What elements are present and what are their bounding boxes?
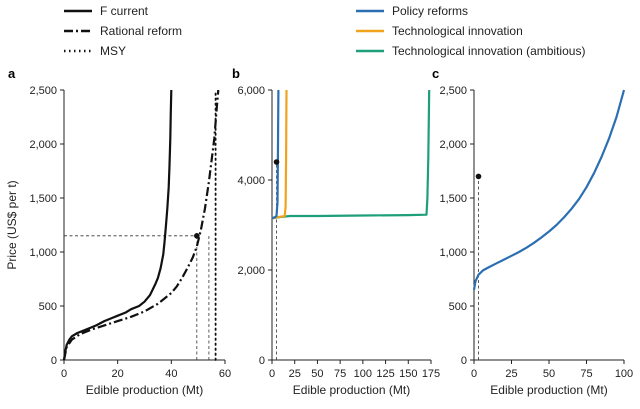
legend: F current Rational reform MSY Policy reform… xyxy=(64,4,585,58)
y-tick-label: 4,000 xyxy=(237,175,265,187)
y-tick-label: 6,000 xyxy=(237,85,265,97)
y-axis-label: Price (US$ per t) xyxy=(5,180,19,269)
x-tick-label: 60 xyxy=(219,368,231,380)
panel-a: a 0 20 40 60 0 500 1,000 1,500 2,000 2,500 Edible p… xyxy=(5,66,231,397)
panel-c: c 0 25 50 75 100 0 500 1,000 1,500 2,000 2,500 Edibl… xyxy=(432,66,633,397)
x-tick-label: 50 xyxy=(543,368,555,380)
data-point-marker xyxy=(194,233,200,239)
x-axis-label: Edible production (Mt) xyxy=(490,383,607,397)
y-tick-label: 1,000 xyxy=(29,247,57,259)
x-axis-label: Edible production (Mt) xyxy=(293,383,410,397)
series-line xyxy=(271,89,431,220)
y-tick-label: 2,500 xyxy=(29,85,57,97)
x-tick-label: 40 xyxy=(165,368,177,380)
y-tick-label: 2,000 xyxy=(439,139,467,151)
x-tick-label: 75 xyxy=(334,368,346,380)
x-tick-label: 25 xyxy=(289,368,301,380)
x-tick-label: 25 xyxy=(505,368,517,380)
y-tick-label: 2,000 xyxy=(29,139,57,151)
legend-label: Policy reforms xyxy=(392,4,468,18)
legend-entry: Technological innovation xyxy=(356,24,523,38)
series-line xyxy=(62,89,173,361)
legend-entry: Technological innovation (ambitious) xyxy=(356,44,585,58)
legend-label: F current xyxy=(100,4,149,18)
x-tick-label: 0 xyxy=(471,368,477,380)
series-line xyxy=(472,89,626,290)
y-tick-label: 0 xyxy=(51,355,57,367)
x-tick-label: 0 xyxy=(61,368,67,380)
series-line xyxy=(62,89,220,361)
x-tick-label: 100 xyxy=(615,368,633,380)
panel-letter: c xyxy=(432,66,439,81)
y-tick-label: 1,500 xyxy=(439,193,467,205)
panel-letter: b xyxy=(232,66,240,81)
x-axis-label: Edible production (Mt) xyxy=(86,383,203,397)
series-line xyxy=(271,89,288,220)
legend-label: Rational reform xyxy=(100,24,182,38)
series-line xyxy=(271,89,280,220)
legend-label: Technological innovation (ambitious) xyxy=(392,44,585,58)
y-tick-label: 500 xyxy=(449,301,467,313)
panel-b: b 0 25 50 75 100 125 150 175 0 2,000 4,000 6,000 Edib… xyxy=(232,66,440,397)
x-tick-label: 125 xyxy=(376,368,394,380)
legend-entry: F current xyxy=(64,4,149,18)
y-tick-label: 0 xyxy=(461,355,467,367)
legend-label: Technological innovation xyxy=(392,24,523,38)
x-tick-label: 150 xyxy=(399,368,417,380)
y-tick-label: 2,500 xyxy=(439,85,467,97)
data-point-marker xyxy=(273,159,280,165)
x-tick-label: 0 xyxy=(269,368,275,380)
x-tick-label: 50 xyxy=(311,368,323,380)
legend-label: MSY xyxy=(100,44,126,58)
y-tick-label: 500 xyxy=(39,301,57,313)
y-tick-label: 1,500 xyxy=(29,193,57,205)
legend-entry: MSY xyxy=(64,44,126,58)
y-tick-label: 2,000 xyxy=(237,265,265,277)
y-tick-label: 1,000 xyxy=(439,247,467,259)
x-tick-label: 20 xyxy=(112,368,124,380)
legend-entry: Policy reforms xyxy=(356,4,468,18)
data-point-marker xyxy=(475,173,482,180)
x-tick-label: 175 xyxy=(422,368,440,380)
y-tick-label: 0 xyxy=(259,355,265,367)
x-tick-label: 75 xyxy=(580,368,592,380)
x-tick-label: 100 xyxy=(354,368,372,380)
panel-letter: a xyxy=(8,66,16,81)
legend-entry: Rational reform xyxy=(64,24,182,38)
